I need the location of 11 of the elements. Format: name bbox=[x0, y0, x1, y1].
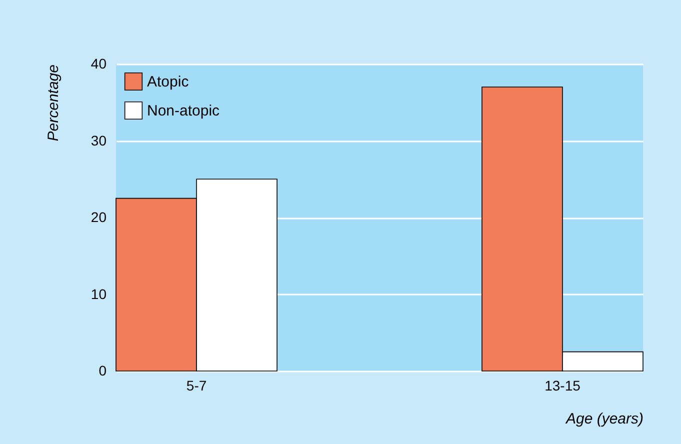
legend-label: Atopic bbox=[147, 74, 190, 90]
y-tick-label: 40 bbox=[90, 56, 107, 72]
x-tick-label: 5-7 bbox=[186, 378, 207, 394]
x-tick-label: 13-15 bbox=[544, 378, 581, 394]
legend-label: Non-atopic bbox=[147, 102, 220, 120]
x-axis-title: Age (years) bbox=[564, 410, 644, 428]
y-tick-label: 0 bbox=[98, 362, 107, 378]
y-tick-label: 10 bbox=[90, 286, 107, 302]
y-tick-label: 20 bbox=[90, 209, 107, 225]
y-tick-label: 30 bbox=[90, 132, 107, 148]
y-axis-title: Percentage bbox=[44, 64, 62, 142]
